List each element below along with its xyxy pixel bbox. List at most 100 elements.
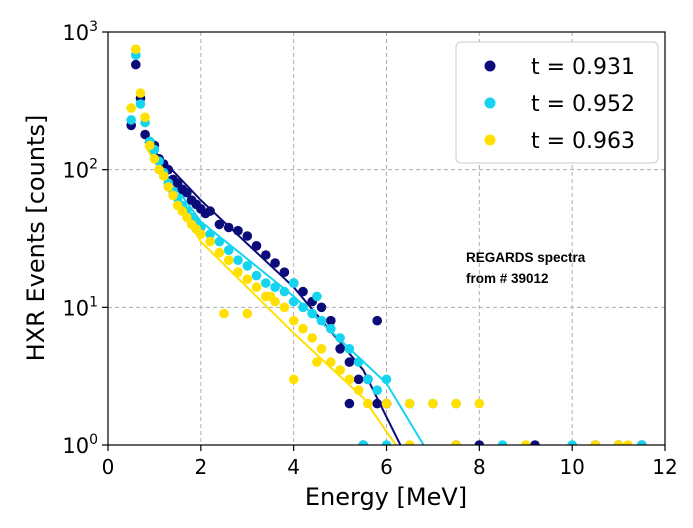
data-point-series-1 (131, 59, 141, 70)
data-point-series-3 (214, 247, 225, 258)
data-point-series-2 (135, 99, 146, 109)
data-point-series-3 (451, 398, 461, 409)
data-point-series-2 (251, 270, 262, 281)
data-point-series-3 (288, 315, 299, 326)
data-point-series-1 (261, 250, 271, 260)
data-point-series-3 (613, 440, 624, 445)
data-point-series-3 (140, 112, 150, 123)
data-point-series-2 (637, 440, 647, 445)
data-point-series-3 (242, 274, 253, 285)
legend: t = 0.931 t = 0.952 t = 0.963 (455, 41, 659, 164)
y-tick-label: 101 (62, 294, 98, 320)
data-point-series-3 (223, 255, 234, 265)
data-point-series-2 (288, 296, 299, 307)
data-point-series-1 (140, 129, 150, 140)
data-point-series-1 (251, 241, 262, 251)
y-axis-label: HXR Events [counts] (22, 115, 50, 362)
data-point-series-2 (326, 323, 336, 334)
legend-marker-2 (484, 97, 496, 109)
data-point-series-1 (326, 315, 336, 326)
x-tick-label: 6 (380, 455, 393, 479)
data-point-series-1 (182, 187, 192, 198)
data-point-series-3 (182, 212, 192, 223)
data-point-series-2 (335, 333, 345, 343)
data-point-series-3 (219, 308, 229, 319)
data-point-series-3 (335, 365, 345, 375)
data-point-series-3 (307, 333, 318, 343)
x-axis-label: Energy [MeV] (305, 483, 467, 511)
legend-marker-1 (484, 60, 496, 72)
data-point-series-3 (158, 171, 169, 181)
data-point-series-2 (298, 302, 308, 313)
x-tick-label: 12 (652, 455, 677, 479)
data-point-series-2 (223, 245, 234, 255)
legend-marker-3 (484, 134, 496, 146)
data-point-series-1 (335, 344, 345, 354)
data-point-series-1 (344, 357, 355, 367)
data-point-series-2 (233, 255, 243, 265)
y-tick-label: 102 (62, 157, 98, 183)
data-point-series-3 (131, 44, 141, 54)
data-point-series-3 (316, 344, 327, 354)
data-point-series-3 (312, 357, 322, 367)
data-point-series-1 (270, 258, 280, 268)
data-point-series-3 (623, 440, 633, 445)
data-point-series-1 (242, 231, 253, 241)
data-point-series-2 (353, 357, 364, 367)
data-point-series-1 (372, 315, 383, 326)
data-point-series-2 (288, 278, 299, 288)
data-point-series-1 (530, 440, 540, 445)
data-point-series-3 (590, 440, 601, 445)
x-tick-label: 4 (287, 455, 300, 479)
axis-ticks: 0 2 4 6 8 10 12 100 101 102 103 (62, 19, 677, 479)
data-point-series-3 (126, 103, 136, 113)
data-point-series-3 (251, 282, 262, 293)
x-tick-label: 10 (559, 455, 584, 479)
data-point-series-3 (135, 88, 146, 98)
data-point-series-3 (163, 182, 174, 192)
data-point-series-3 (326, 357, 336, 367)
x-tick-label: 2 (194, 455, 207, 479)
data-point-series-3 (474, 398, 485, 409)
data-point-series-2 (497, 440, 508, 445)
data-point-series-3 (279, 302, 290, 313)
data-point-series-2 (214, 236, 225, 247)
data-point-series-3 (344, 374, 355, 385)
data-point-series-1 (474, 440, 485, 445)
data-point-series-3 (196, 229, 206, 239)
data-point-series-1 (223, 222, 234, 233)
data-point-series-1 (205, 206, 215, 216)
data-point-series-2 (381, 440, 392, 445)
data-point-series-2 (363, 374, 373, 385)
data-point-series-1 (279, 267, 290, 278)
data-point-series-1 (372, 398, 383, 409)
y-tick-label: 103 (62, 19, 98, 45)
data-point-series-3 (145, 140, 155, 151)
data-point-series-2 (312, 291, 322, 302)
data-point-series-2 (372, 385, 383, 396)
data-point-series-2 (316, 315, 327, 326)
data-point-series-2 (344, 344, 355, 354)
data-point-series-2 (270, 282, 280, 293)
data-point-series-2 (279, 286, 290, 297)
data-point-series-3 (363, 398, 373, 409)
data-point-series-3 (288, 374, 299, 385)
data-point-series-3 (521, 440, 531, 445)
data-point-series-2 (307, 308, 318, 319)
data-point-series-3 (149, 154, 160, 164)
legend-label-3: t = 0.963 (531, 129, 635, 154)
data-point-series-3 (168, 190, 178, 201)
y-tick-label: 100 (62, 432, 98, 458)
data-point-series-3 (404, 440, 415, 445)
legend-label-1: t = 0.931 (531, 55, 635, 80)
data-point-series-3 (242, 308, 253, 319)
data-point-series-2 (242, 261, 253, 271)
data-point-series-3 (451, 440, 461, 445)
legend-box (455, 41, 659, 164)
data-point-series-1 (233, 225, 243, 236)
annotation-line-1: REGARDS spectra (466, 250, 586, 265)
data-point-series-2 (205, 229, 215, 239)
data-point-series-1 (344, 398, 355, 409)
data-point-series-1 (316, 302, 327, 313)
